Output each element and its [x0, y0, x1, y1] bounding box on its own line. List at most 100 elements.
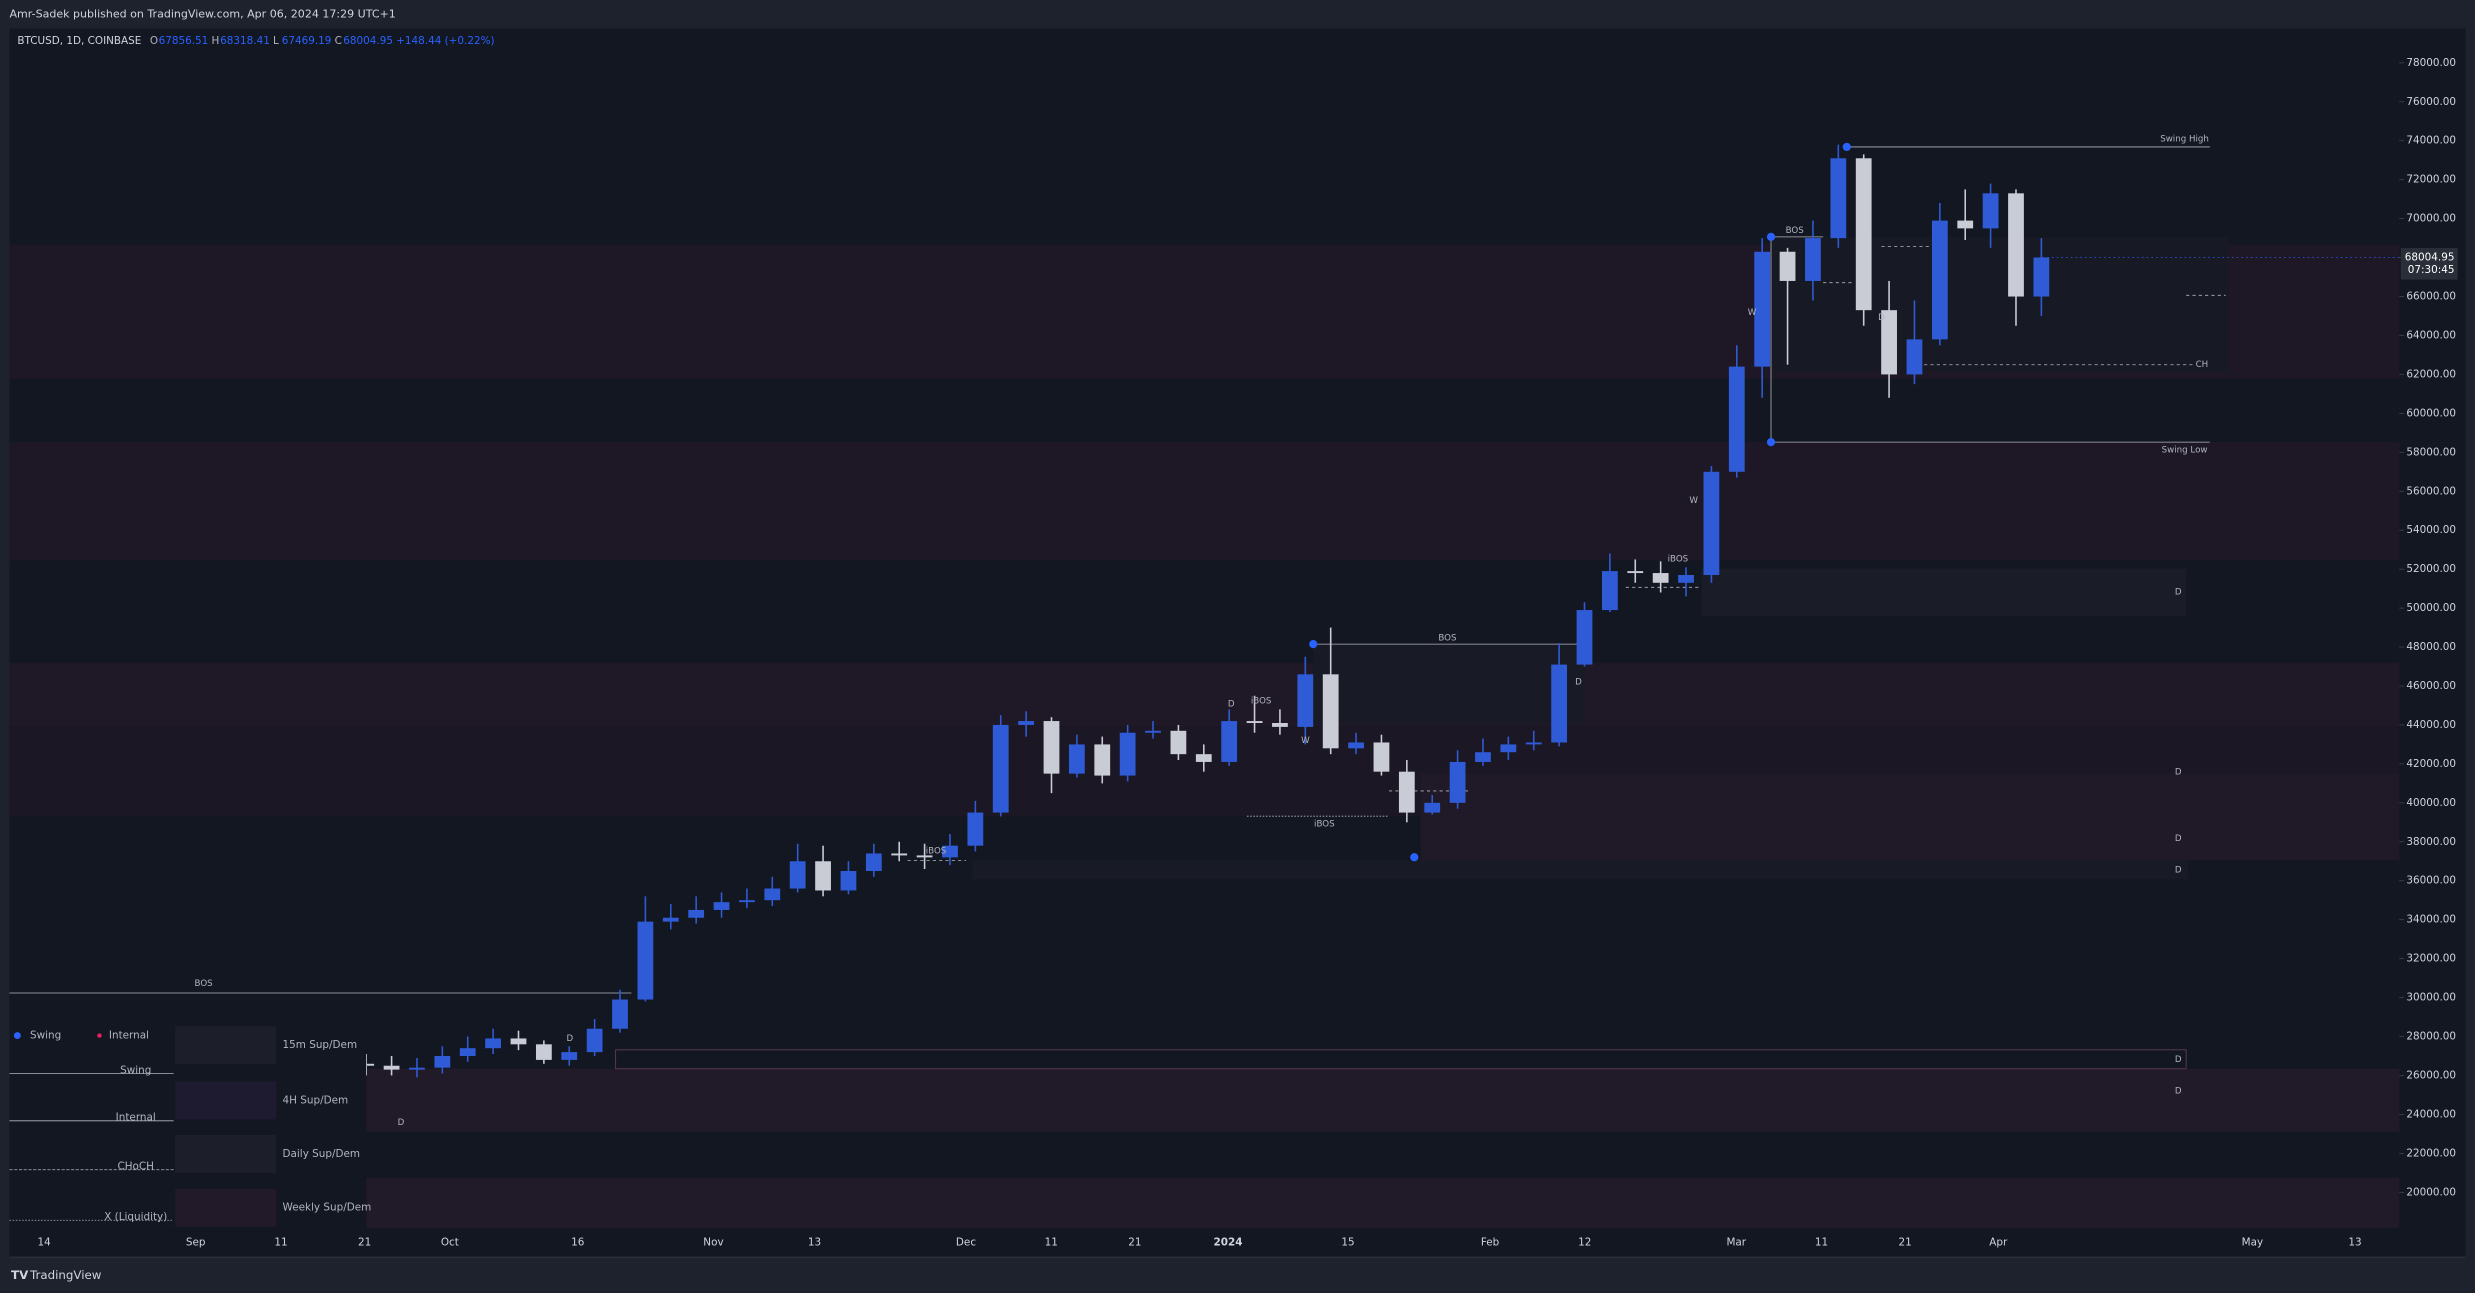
legend-line-label: X (Liquidity)	[104, 1211, 167, 1223]
ohlc-value: 68004.95	[343, 35, 393, 47]
x-tick-label: 13	[2348, 1236, 2361, 1248]
legend-internal: Internal	[109, 1030, 149, 1042]
candle-body	[815, 861, 831, 891]
x-tick-label: Apr	[1989, 1236, 2008, 1248]
logo: TV	[11, 1268, 29, 1282]
annotation: CH	[2196, 360, 2209, 370]
legend-zone-label: 15m Sup/Dem	[283, 1039, 358, 1051]
x-tick-label: 11	[274, 1236, 287, 1248]
candle-body	[1297, 674, 1314, 727]
candle-body	[1830, 158, 1847, 239]
candle-body	[1170, 730, 1187, 755]
price-axis	[2399, 28, 2466, 1257]
legend-line-label: CHoCH	[117, 1161, 154, 1173]
candle-body	[942, 845, 958, 858]
candle-body	[1043, 721, 1060, 774]
x-tick-label: 21	[1128, 1236, 1141, 1248]
x-tick-label: 11	[1045, 1236, 1058, 1248]
candle-body	[1754, 251, 1771, 367]
candle-body	[865, 853, 882, 871]
candle-body	[561, 1052, 578, 1060]
y-tick-label: 70000.00	[2406, 213, 2456, 225]
ohlc-value: 67469.19	[282, 35, 332, 47]
candle-body	[789, 861, 806, 889]
candle-body	[1348, 742, 1364, 749]
candle-body	[1982, 193, 1999, 229]
y-tick-label: 66000.00	[2406, 291, 2456, 303]
candle-body	[612, 999, 628, 1029]
legend-zone-label: Daily Sup/Dem	[283, 1148, 361, 1160]
last-price-label: 68004.95	[2405, 251, 2455, 263]
x-tick-label: Dec	[956, 1236, 976, 1248]
candle-body	[1703, 471, 1720, 576]
candle-body	[2008, 193, 2024, 297]
y-tick-label: 52000.00	[2406, 563, 2456, 575]
annotation: W	[1689, 496, 1698, 506]
candle-body	[1449, 761, 1466, 803]
zone	[1701, 568, 2187, 616]
candle-body	[713, 902, 730, 910]
candle-body	[992, 724, 1009, 813]
symbol: BTCUSD, 1D, COINBASE	[17, 35, 141, 47]
ohlc-value: 67856.51	[159, 35, 209, 47]
y-tick-label: 44000.00	[2406, 719, 2456, 731]
annotation: BOS	[1786, 226, 1805, 236]
annotation: D	[2175, 865, 2182, 875]
annotation: BOS	[195, 979, 214, 989]
annotation: iBOS	[926, 846, 947, 856]
x-tick-label: Sep	[186, 1236, 206, 1248]
candle-body	[1094, 744, 1111, 776]
zone-outline	[615, 1049, 2187, 1070]
candle-body	[1678, 575, 1694, 583]
legend-zone-label: 4H Sup/Dem	[283, 1094, 349, 1106]
y-tick-label: 38000.00	[2406, 836, 2456, 848]
annotation: W	[1301, 736, 1310, 746]
zone	[972, 860, 2188, 880]
zone	[9, 442, 2400, 561]
legend-dot	[97, 1033, 102, 1038]
annotation: D	[1878, 313, 1885, 323]
y-tick-label: 32000.00	[2406, 953, 2456, 965]
legend: Swing Internal Swing Internal CHoCH X (Liquid…	[9, 1022, 371, 1232]
candle-body	[1728, 366, 1745, 472]
annotation: D	[2175, 1055, 2182, 1065]
y-tick-label: 48000.00	[2406, 641, 2456, 653]
legend-zone	[175, 1188, 277, 1227]
y-tick-label: 26000.00	[2406, 1069, 2456, 1081]
x-tick-label: 16	[571, 1236, 584, 1248]
zone	[366, 1177, 2400, 1229]
x-tick-label: May	[2242, 1236, 2264, 1248]
annotation: Swing Low	[2162, 445, 2208, 455]
ohlc-value: 68318.41	[220, 35, 270, 47]
candle-body	[1373, 742, 1390, 772]
zone	[1313, 644, 1585, 724]
y-tick-label: 54000.00	[2406, 524, 2456, 536]
candle-body	[434, 1055, 451, 1068]
annotation: iBOS	[1251, 696, 1272, 706]
candle-body	[535, 1044, 552, 1060]
candle-body	[1881, 310, 1897, 375]
x-tick-label: 14	[38, 1236, 52, 1248]
legend-zone	[175, 1135, 277, 1173]
y-tick-label: 36000.00	[2406, 875, 2456, 887]
countdown: 07:30:45	[2408, 264, 2455, 276]
candle-body	[1018, 721, 1035, 725]
candle-body	[967, 812, 984, 846]
candle-body	[485, 1038, 501, 1049]
y-tick-label: 50000.00	[2406, 602, 2456, 614]
x-tick-label: Oct	[441, 1236, 459, 1248]
ohlc-label: C	[335, 35, 342, 47]
y-tick-label: 34000.00	[2406, 914, 2456, 926]
x-tick-label: 15	[1341, 1236, 1354, 1248]
y-tick-label: 56000.00	[2406, 485, 2456, 497]
annotation: D	[2175, 767, 2182, 777]
x-tick-label: 21	[358, 1236, 371, 1248]
candle-body	[1652, 573, 1669, 583]
y-tick-label: 78000.00	[2406, 57, 2456, 69]
candle-body	[637, 921, 654, 1000]
annotation: D	[2175, 834, 2182, 844]
annotation: W	[1748, 308, 1757, 318]
annotation: iBOS	[1668, 554, 1689, 564]
y-tick-label: 46000.00	[2406, 680, 2456, 692]
